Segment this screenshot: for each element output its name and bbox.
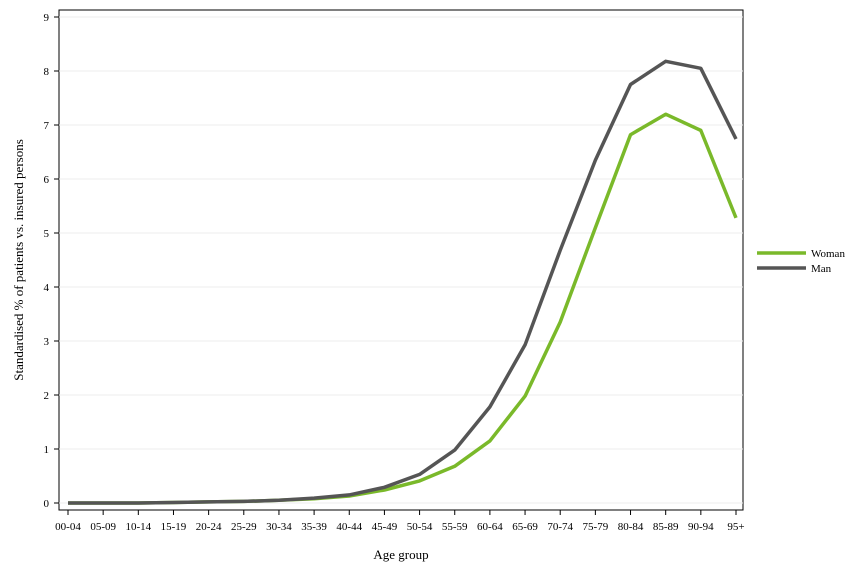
y-axis-title: Standardised % of patients vs. insured p… (11, 139, 26, 381)
x-tick-label: 30-34 (266, 521, 292, 533)
series-line-man (68, 59, 738, 505)
gridlines (59, 16, 743, 504)
x-tick-label: 00-04 (55, 521, 81, 533)
y-tick-label: 0 (44, 498, 50, 510)
y-tick-label: 5 (44, 228, 50, 240)
legend-label-man: Man (811, 263, 832, 275)
y-tick-label: 4 (44, 282, 50, 294)
x-tick-label: 80-84 (618, 521, 644, 533)
x-tick-label: 65-69 (512, 521, 538, 533)
x-tick-label: 60-64 (477, 521, 503, 533)
y-tick-label: 8 (44, 66, 50, 78)
x-tick-label: 45-49 (372, 521, 398, 533)
series-lines (68, 59, 738, 505)
x-tick-label: 35-39 (301, 521, 327, 533)
legend-label-woman: Woman (811, 248, 845, 260)
x-tick-label: 10-14 (125, 521, 151, 533)
y-tick-label: 7 (44, 120, 50, 132)
y-axis: 0 1 2 3 4 5 6 7 8 9 (44, 12, 59, 510)
y-tick-label: 3 (44, 336, 50, 348)
x-tick-label: 95+ (727, 521, 744, 533)
y-tick-label: 9 (44, 12, 50, 24)
x-tick-label: 70-74 (547, 521, 573, 533)
x-tick-label: 40-44 (336, 521, 362, 533)
y-tick-label: 6 (44, 174, 50, 186)
x-tick-label: 20-24 (196, 521, 222, 533)
x-tick-label: 85-89 (653, 521, 679, 533)
x-tick-label: 90-94 (688, 521, 714, 533)
x-axis-title: Age group (373, 547, 428, 562)
y-tick-label: 1 (44, 444, 50, 456)
legend: Woman Man (757, 248, 845, 275)
x-tick-label: 25-29 (231, 521, 257, 533)
y-tick-label: 2 (44, 390, 50, 402)
x-tick-label: 55-59 (442, 521, 468, 533)
x-tick-label: 05-09 (90, 521, 116, 533)
x-tick-label: 15-19 (161, 521, 187, 533)
x-tick-label: 50-54 (407, 521, 433, 533)
x-tick-label: 75-79 (583, 521, 609, 533)
series-line-woman (68, 112, 738, 505)
plot-frame (58, 9, 744, 511)
x-axis: 00-04 05-09 10-14 15-19 20-24 25-29 30-34 35-39… (55, 510, 745, 533)
